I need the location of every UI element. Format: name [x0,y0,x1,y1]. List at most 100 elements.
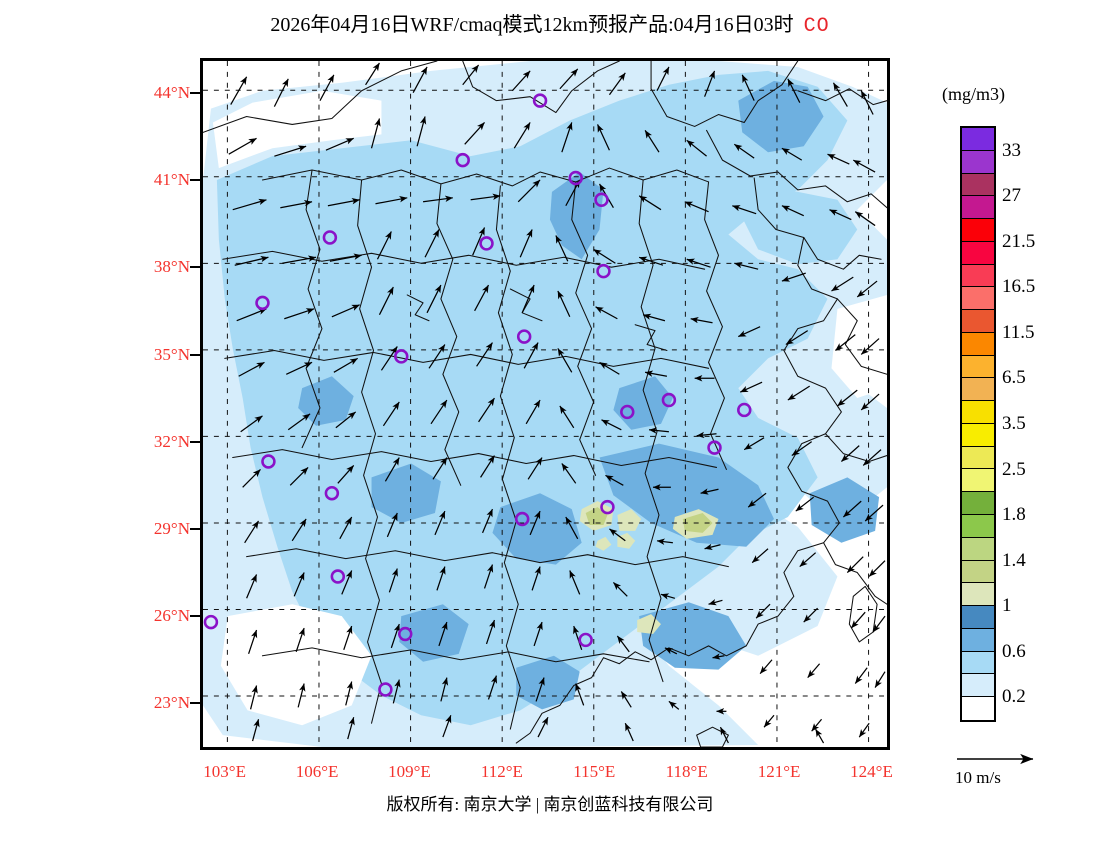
colorbar-band [962,423,994,447]
map-canvas [203,61,887,747]
copyright-notice: 版权所有: 南京大学 | 南京创蓝科技有限公司 [386,795,714,814]
lat-lon-grid [203,61,887,747]
y-axis-labels: 44°N 41°N 38°N 35°N 32°N 29°N 26°N 23°N [110,58,190,750]
city-marker[interactable] [203,614,219,630]
colorbar-band [962,583,994,607]
colorbar-band [962,401,994,424]
colorbar-tick-label: 11.5 [1002,321,1035,343]
x-axis-tick-label: 118°E [665,762,708,781]
city-marker[interactable] [479,236,494,251]
colorbar-band [962,492,994,516]
y-axis-tick-mark [190,615,202,618]
colorbar-band [962,264,994,288]
colorbar: (mg/m3) 0.2 0.6 1 1.4 1.8 2.5 3.5 6.5 11.5 16.5 21… [940,84,1100,744]
x-axis-tick-label: 124°E [850,762,893,781]
city-marker[interactable] [261,454,276,469]
x-axis-tick-label: 121°E [757,762,801,781]
colorbar-band [962,332,994,356]
y-axis-tick-mark [190,440,202,443]
city-marker[interactable] [596,263,611,279]
right-arrow-icon [957,753,1034,765]
colorbar-band [962,651,994,675]
colorbar-tick-label: 16.5 [1002,276,1036,298]
wind-scale-label: 10 m/s [955,768,1001,787]
city-marker[interactable] [707,440,722,455]
title-text: 2026年04月16日WRF/cmaq模式12km预报产品:04月16日03时 [270,14,794,36]
y-axis-tick-mark [190,528,202,531]
wind-vector-field [228,62,886,744]
colorbar-tick-label: 1.8 [1002,504,1026,526]
colorbar-band [962,150,994,174]
colorbar-band [962,697,994,720]
y-axis-tick-label: 44°N [153,82,190,102]
colorbar-band [962,469,994,493]
city-marker[interactable] [324,485,340,501]
y-axis-tick-label: 23°N [153,693,190,713]
x-axis-labels: 103°E 106°E 109°E 112°E 115°E 118°E 121°E 124°E [200,762,893,788]
colorbar-tick-label: 1 [1002,595,1012,617]
colorbar-band [962,606,994,629]
colorbar-band [962,515,994,538]
colorbar-band [962,355,994,379]
colorbar-tick-label: 2.5 [1002,458,1026,480]
colorbar-band [962,287,994,311]
city-marker[interactable] [578,632,593,648]
colorbar-unit-label: (mg/m3) [942,84,1005,104]
colorbar-band [962,196,994,220]
wind-scale-legend: 10 m/s [955,748,1095,794]
colorbar-bands[interactable] [960,126,996,722]
city-marker[interactable] [378,682,393,697]
colorbar-band [962,537,994,561]
city-marker[interactable] [600,499,615,515]
co-fill-level-0p6 [216,70,858,726]
y-axis-tick-label: 29°N [153,519,190,539]
x-axis-tick-label: 115°E [573,762,616,781]
city-marker[interactable] [661,392,677,408]
colorbar-tick-label: 0.6 [1002,640,1026,662]
y-axis-tick-mark [190,702,202,705]
colorbar-band [962,378,994,402]
colorbar-tick-label: 6.5 [1002,367,1026,389]
colorbar-band [962,628,994,652]
city-marker[interactable] [394,349,409,364]
colorbar-band [962,173,994,197]
city-marker[interactable] [514,511,530,527]
colorbar-tick-label: 3.5 [1002,413,1026,434]
city-marker[interactable] [455,152,470,168]
city-marker[interactable] [620,404,635,420]
colorbar-tick-label: 27 [1002,185,1021,207]
y-axis-tick-label: 41°N [153,170,190,190]
colorbar-tick-label: 1.4 [1002,549,1026,571]
city-marker[interactable] [594,192,609,208]
city-marker[interactable] [255,295,270,311]
city-marker[interactable] [568,170,583,186]
colorbar-band [962,560,994,584]
y-axis-tick-label: 38°N [153,257,190,277]
map-plot-area[interactable] [200,58,890,750]
y-axis-tick-mark [190,91,202,94]
x-axis-tick-label: 109°E [388,762,431,781]
colorbar-band [962,446,994,470]
x-axis-tick-label: 106°E [295,762,339,781]
y-axis-tick-mark [190,266,202,269]
colorbar-band [962,310,994,333]
city-marker[interactable] [737,402,752,418]
y-axis-tick-mark [190,179,202,182]
city-marker[interactable] [516,329,532,344]
y-axis-tick-label: 32°N [153,431,190,451]
colorbar-band [962,241,994,265]
x-axis-tick-label: 112°E [480,762,523,781]
city-markers[interactable] [203,93,752,697]
colorbar-tick-labels: 0.2 0.6 1 1.4 1.8 2.5 3.5 6.5 11.5 16.5 21.5 27 33 [1002,126,1098,722]
city-marker[interactable] [330,569,346,584]
colorbar-tick-label: 21.5 [1002,230,1036,252]
city-marker[interactable] [532,93,548,108]
city-marker[interactable] [322,230,338,245]
colorbar-tick-label: 33 [1002,139,1021,161]
species-label: CO [803,15,830,38]
y-axis-tick-label: 35°N [153,344,190,364]
colorbar-band [962,128,994,151]
chart-title: 2026年04月16日WRF/cmaq模式12km预报产品:04月16日03时 C… [0,8,1100,38]
x-axis-tick-label: 103°E [203,762,246,781]
city-marker[interactable] [397,626,413,642]
